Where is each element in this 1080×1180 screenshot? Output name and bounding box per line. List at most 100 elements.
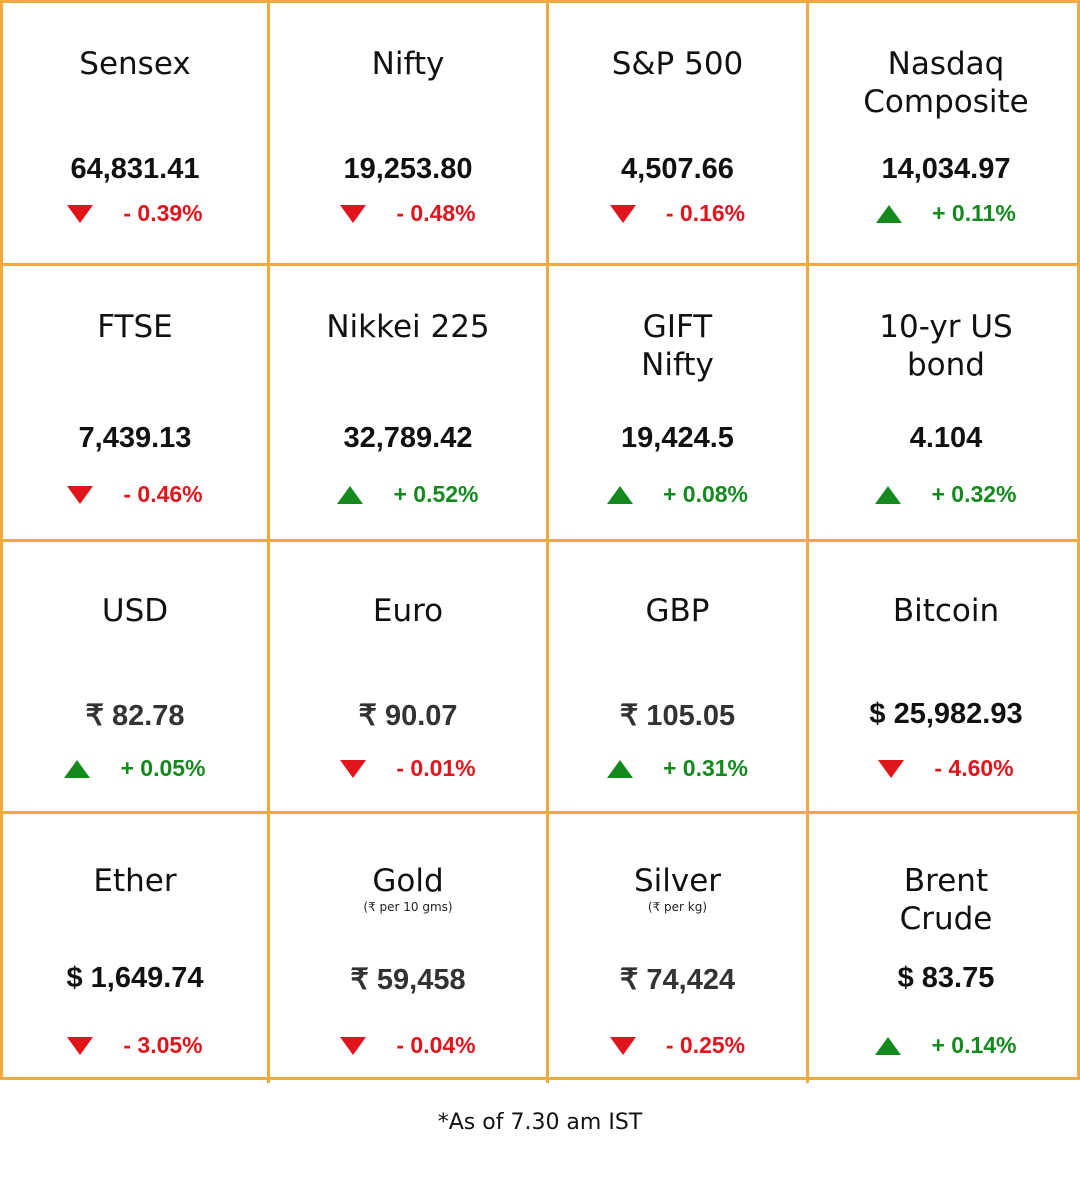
market-tile: Nasdaq Composite 14,034.97 + 0.11% — [809, 3, 1080, 266]
market-change: - 0.16% — [549, 200, 806, 227]
market-tile: GIFT Nifty 19,424.5 + 0.08% — [549, 266, 809, 542]
market-title: Ether — [93, 863, 177, 899]
market-value: $ 1,649.74 — [66, 962, 204, 994]
market-tile: Gold (₹ per 10 gms) ₹ 59,458 - 0.04% — [270, 814, 549, 1083]
market-tile: 10-yr US bond 4.104 + 0.32% — [809, 266, 1080, 542]
triangle-up-icon — [606, 759, 633, 778]
market-value: 4.104 — [909, 422, 983, 454]
market-value: ₹ 90.07 — [358, 700, 458, 732]
market-title: USD — [101, 593, 169, 629]
market-value: 19,253.80 — [343, 153, 473, 185]
market-change: + 0.08% — [549, 481, 806, 508]
change-percent: + 0.14% — [931, 1032, 1017, 1058]
market-value: ₹ 59,458 — [350, 964, 466, 996]
market-value: 32,789.42 — [343, 422, 473, 454]
market-change: - 0.46% — [3, 481, 267, 508]
change-percent: - 0.46% — [123, 481, 203, 507]
market-title: GIFT Nifty — [641, 309, 714, 383]
market-change: + 0.31% — [549, 755, 806, 782]
change-percent: + 0.11% — [932, 200, 1016, 226]
change-percent: + 0.08% — [662, 481, 749, 507]
change-percent: - 0.39% — [123, 200, 203, 226]
market-tile: FTSE 7,439.13 - 0.46% — [3, 266, 270, 542]
market-title: S&P 500 — [611, 46, 744, 82]
market-tile: GBP ₹ 105.05 + 0.31% — [549, 542, 809, 814]
market-value: 4,507.66 — [621, 153, 734, 185]
change-percent: - 0.48% — [396, 200, 476, 226]
market-title: Euro — [372, 593, 444, 629]
change-percent: - 0.16% — [665, 200, 746, 226]
triangle-down-icon — [878, 759, 905, 778]
market-tile: USD ₹ 82.78 + 0.05% — [3, 542, 270, 814]
change-percent: + 0.32% — [931, 481, 1017, 507]
market-title: Nifty — [371, 46, 445, 82]
market-title: 10-yr US bond — [879, 309, 1013, 383]
market-change: - 0.48% — [270, 200, 546, 227]
triangle-up-icon — [337, 485, 364, 504]
market-value: $ 25,982.93 — [869, 698, 1023, 730]
change-percent: + 0.05% — [120, 755, 206, 781]
market-value: 7,439.13 — [78, 422, 192, 454]
market-change: + 0.52% — [270, 481, 546, 508]
market-tile: S&P 500 4,507.66 - 0.16% — [549, 3, 809, 266]
market-change: - 4.60% — [809, 755, 1080, 782]
market-value: 14,034.97 — [881, 153, 1011, 185]
market-tile: Bitcoin $ 25,982.93 - 4.60% — [809, 542, 1080, 814]
change-percent: - 0.01% — [396, 755, 476, 781]
market-tile: Euro ₹ 90.07 - 0.01% — [270, 542, 549, 814]
change-percent: - 4.60% — [934, 755, 1014, 781]
market-title: GBP — [645, 593, 710, 629]
change-percent: - 0.04% — [396, 1032, 476, 1058]
market-change: - 0.39% — [3, 200, 267, 227]
market-title: Sensex — [79, 46, 191, 82]
market-tile: Silver (₹ per kg) ₹ 74,424 - 0.25% — [549, 814, 809, 1083]
change-percent: + 0.31% — [662, 755, 749, 781]
market-tile: Sensex 64,831.41 - 0.39% — [3, 3, 270, 266]
market-change: - 0.01% — [270, 755, 546, 782]
market-title: FTSE — [97, 309, 173, 345]
market-change: + 0.14% — [809, 1032, 1080, 1059]
market-value: ₹ 105.05 — [619, 700, 736, 732]
triangle-down-icon — [340, 1036, 367, 1055]
market-title: Nasdaq Composite — [863, 46, 1029, 120]
market-value: 19,424.5 — [621, 422, 734, 454]
market-change: + 0.11% — [809, 200, 1080, 227]
triangle-down-icon — [67, 204, 94, 223]
triangle-up-icon — [875, 1036, 902, 1055]
triangle-up-icon — [64, 759, 91, 778]
triangle-down-icon — [67, 1036, 94, 1055]
triangle-down-icon — [340, 759, 367, 778]
market-title: Bitcoin — [892, 593, 1000, 629]
market-unit: (₹ per kg) — [647, 900, 708, 914]
triangle-down-icon — [609, 1036, 636, 1055]
market-tile: Brent Crude $ 83.75 + 0.14% — [809, 814, 1080, 1083]
market-tile: Nikkei 225 32,789.42 + 0.52% — [270, 266, 549, 542]
timestamp-footnote: *As of 7.30 am IST — [437, 1110, 643, 1135]
triangle-down-icon — [67, 485, 94, 504]
market-value: ₹ 82.78 — [85, 700, 185, 732]
market-value: ₹ 74,424 — [619, 964, 736, 996]
market-change: - 0.04% — [270, 1032, 546, 1059]
triangle-up-icon — [606, 485, 633, 504]
change-percent: + 0.52% — [393, 481, 479, 507]
market-unit: (₹ per 10 gms) — [363, 900, 453, 914]
market-change: + 0.05% — [3, 755, 267, 782]
market-change: - 0.25% — [549, 1032, 806, 1059]
market-title: Nikkei 225 — [326, 309, 490, 345]
triangle-up-icon — [875, 485, 902, 504]
market-change: + 0.32% — [809, 481, 1080, 508]
market-grid: Sensex 64,831.41 - 0.39% Nifty 19,253.80… — [0, 0, 1080, 1083]
market-tile: Ether $ 1,649.74 - 3.05% — [3, 814, 270, 1083]
market-title: Brent Crude — [899, 863, 993, 937]
triangle-down-icon — [609, 204, 636, 223]
market-change: - 3.05% — [3, 1032, 267, 1059]
market-value: $ 83.75 — [897, 962, 995, 994]
market-title: Gold — [372, 863, 444, 899]
market-tile: Nifty 19,253.80 - 0.48% — [270, 3, 549, 266]
triangle-down-icon — [340, 204, 367, 223]
triangle-up-icon — [876, 204, 903, 223]
change-percent: - 0.25% — [665, 1032, 746, 1058]
market-title: Silver — [633, 863, 722, 899]
market-value: 64,831.41 — [70, 153, 200, 185]
change-percent: - 3.05% — [123, 1032, 203, 1058]
